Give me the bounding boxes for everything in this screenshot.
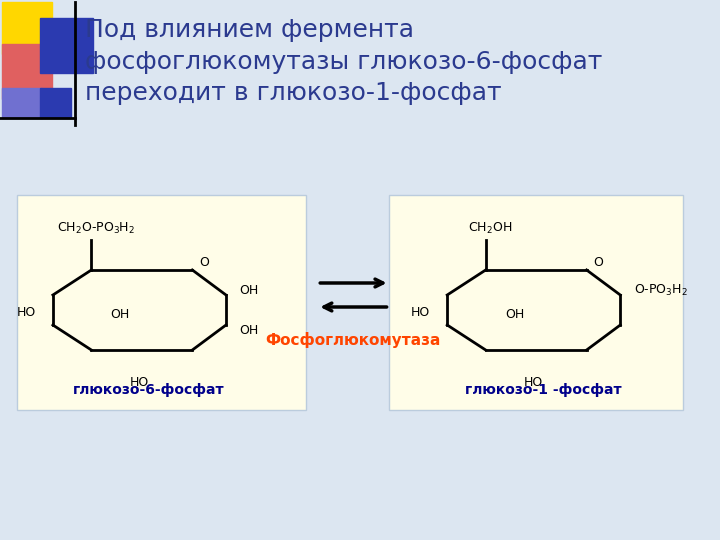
Bar — [390, 195, 683, 410]
Bar — [40, 18, 94, 73]
Bar — [40, 88, 71, 118]
Text: глюкозо-1 -фосфат: глюкозо-1 -фосфат — [465, 383, 621, 397]
Text: OH: OH — [240, 284, 258, 296]
Text: HO: HO — [410, 307, 430, 320]
Text: OH: OH — [111, 308, 130, 321]
Text: O: O — [199, 255, 209, 268]
Text: Фосфоглюкомутаза: Фосфоглюкомутаза — [266, 332, 441, 348]
Text: OH: OH — [505, 308, 524, 321]
Text: глюкозо-6-фосфат: глюкозо-6-фосфат — [73, 383, 225, 397]
Text: HO: HO — [130, 375, 149, 388]
Text: HO: HO — [17, 307, 35, 320]
Bar — [2, 44, 52, 99]
Text: Под влиянием фермента
фосфоглюкомутазы глюкозо-6-фосфат
переходит в глюкозо-1-фо: Под влиянием фермента фосфоглюкомутазы г… — [85, 18, 602, 105]
Text: O: O — [593, 255, 603, 268]
Text: CH$_2$O-PO$_3$H$_2$: CH$_2$O-PO$_3$H$_2$ — [57, 220, 135, 235]
Bar — [2, 88, 42, 118]
Bar — [17, 195, 306, 410]
Text: O-PO$_3$H$_2$: O-PO$_3$H$_2$ — [634, 282, 688, 298]
Text: HO: HO — [524, 375, 544, 388]
Text: CH$_2$OH: CH$_2$OH — [469, 220, 513, 235]
Bar — [2, 2, 52, 54]
Text: OH: OH — [240, 323, 258, 336]
